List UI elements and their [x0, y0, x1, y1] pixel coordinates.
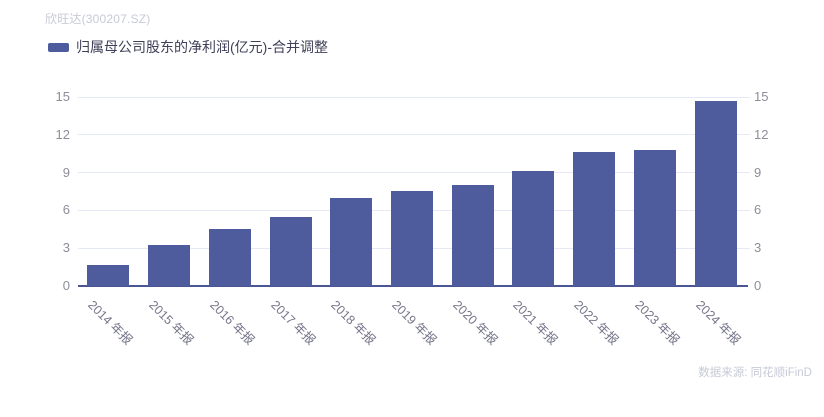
y-axis-tick-label-right: 6	[754, 202, 762, 218]
y-axis-tick-label-right: 0	[754, 278, 762, 293]
gridline	[78, 172, 750, 174]
x-axis-tick-label: 2015 年报	[146, 297, 197, 348]
y-axis-tick-label-left: 0	[62, 278, 70, 293]
y-axis-tick-label-right: 3	[754, 240, 762, 256]
bar-2019[interactable]	[391, 191, 433, 286]
y-axis-tick-label-left: 6	[62, 202, 70, 218]
bar-2021[interactable]	[512, 170, 555, 286]
bar-2015[interactable]	[148, 244, 191, 286]
bar-2024[interactable]	[694, 101, 737, 286]
bar-2018[interactable]	[330, 197, 373, 286]
x-axis-tick-label: 2021 年报	[510, 297, 561, 348]
legend-label: 归属母公司股东的净利润(亿元)-合并调整	[76, 39, 328, 55]
x-axis-tick-label: 2016 年报	[207, 297, 257, 348]
bar-2014[interactable]	[87, 264, 130, 286]
y-axis-tick-label-right: 12	[754, 126, 769, 142]
y-axis-tick-label-left: 12	[55, 126, 70, 142]
x-axis-tick-label: 2022 年报	[571, 297, 622, 348]
bar-2017[interactable]	[269, 217, 312, 286]
legend-item[interactable]: 归属母公司股东的净利润(亿元)-合并调整	[48, 37, 328, 57]
y-axis-tick-label-right: 9	[754, 164, 762, 180]
bar-2016[interactable]	[208, 229, 251, 286]
x-axis-tick-label: 2018 年报	[328, 297, 379, 348]
legend-swatch-icon	[48, 42, 69, 52]
gridline	[78, 134, 750, 136]
x-axis-tick-label: 2020 年报	[449, 297, 500, 348]
x-axis-tick-label: 2017 年报	[267, 297, 318, 348]
y-axis-tick-label-left: 3	[62, 240, 70, 256]
x-axis-tick-label: 2014 年报	[85, 297, 136, 348]
bar-2023[interactable]	[633, 150, 676, 286]
x-axis-tick-label: 2019 年报	[389, 297, 439, 348]
bar-2022[interactable]	[573, 151, 616, 286]
x-axis-tick-label: 2024 年报	[692, 297, 743, 348]
bar-2020[interactable]	[451, 184, 494, 286]
chart-title: 欣旺达(300207.SZ)	[45, 12, 151, 26]
x-axis-line	[78, 285, 748, 287]
y-axis-tick-label-left: 15	[55, 89, 70, 104]
y-axis-tick-label-left: 9	[62, 164, 70, 180]
data-source-note: 数据来源: 同花顺iFinD	[698, 367, 812, 379]
y-axis-tick-label-right: 15	[754, 89, 769, 104]
gridline	[78, 96, 750, 98]
x-axis-tick-label: 2023 年报	[632, 297, 682, 348]
